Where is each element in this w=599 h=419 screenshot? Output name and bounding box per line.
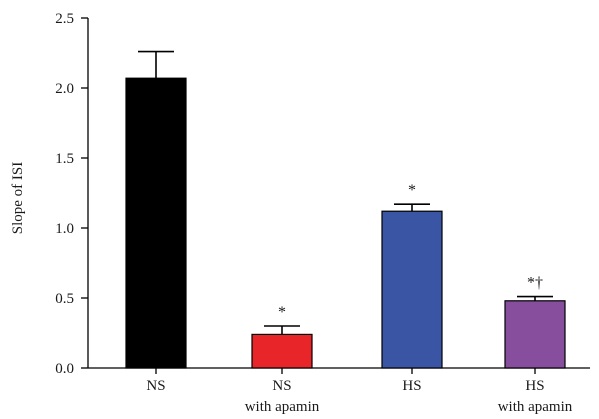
y-tick-label: 0.5 (55, 291, 74, 307)
y-axis-title: Slope of ISI (10, 162, 26, 235)
bar (381, 210, 443, 369)
category-label-line2: with apamin (498, 399, 573, 415)
bar (125, 77, 187, 369)
y-tick-label: 2.0 (55, 81, 74, 97)
significance-marker: * (408, 182, 416, 199)
labels: 0.0 0.5 1.0 1.5 2.0 2.5 NS NS with apamin * HS * HS w… (55, 11, 573, 415)
category-label: NS (272, 378, 291, 394)
y-tick-label: 0.0 (55, 361, 74, 377)
bars (125, 50, 566, 369)
y-tick-label: 1.0 (55, 221, 74, 237)
category-label: NS (146, 378, 165, 394)
significance-marker: * (278, 304, 286, 321)
category-label: HS (525, 378, 544, 394)
category-label: HS (402, 378, 421, 394)
bar (504, 300, 566, 369)
significance-marker: *† (527, 275, 543, 292)
y-tick-label: 1.5 (55, 151, 74, 167)
bar (251, 333, 313, 369)
y-tick-label: 2.5 (55, 11, 74, 27)
category-label-line2: with apamin (245, 399, 320, 415)
